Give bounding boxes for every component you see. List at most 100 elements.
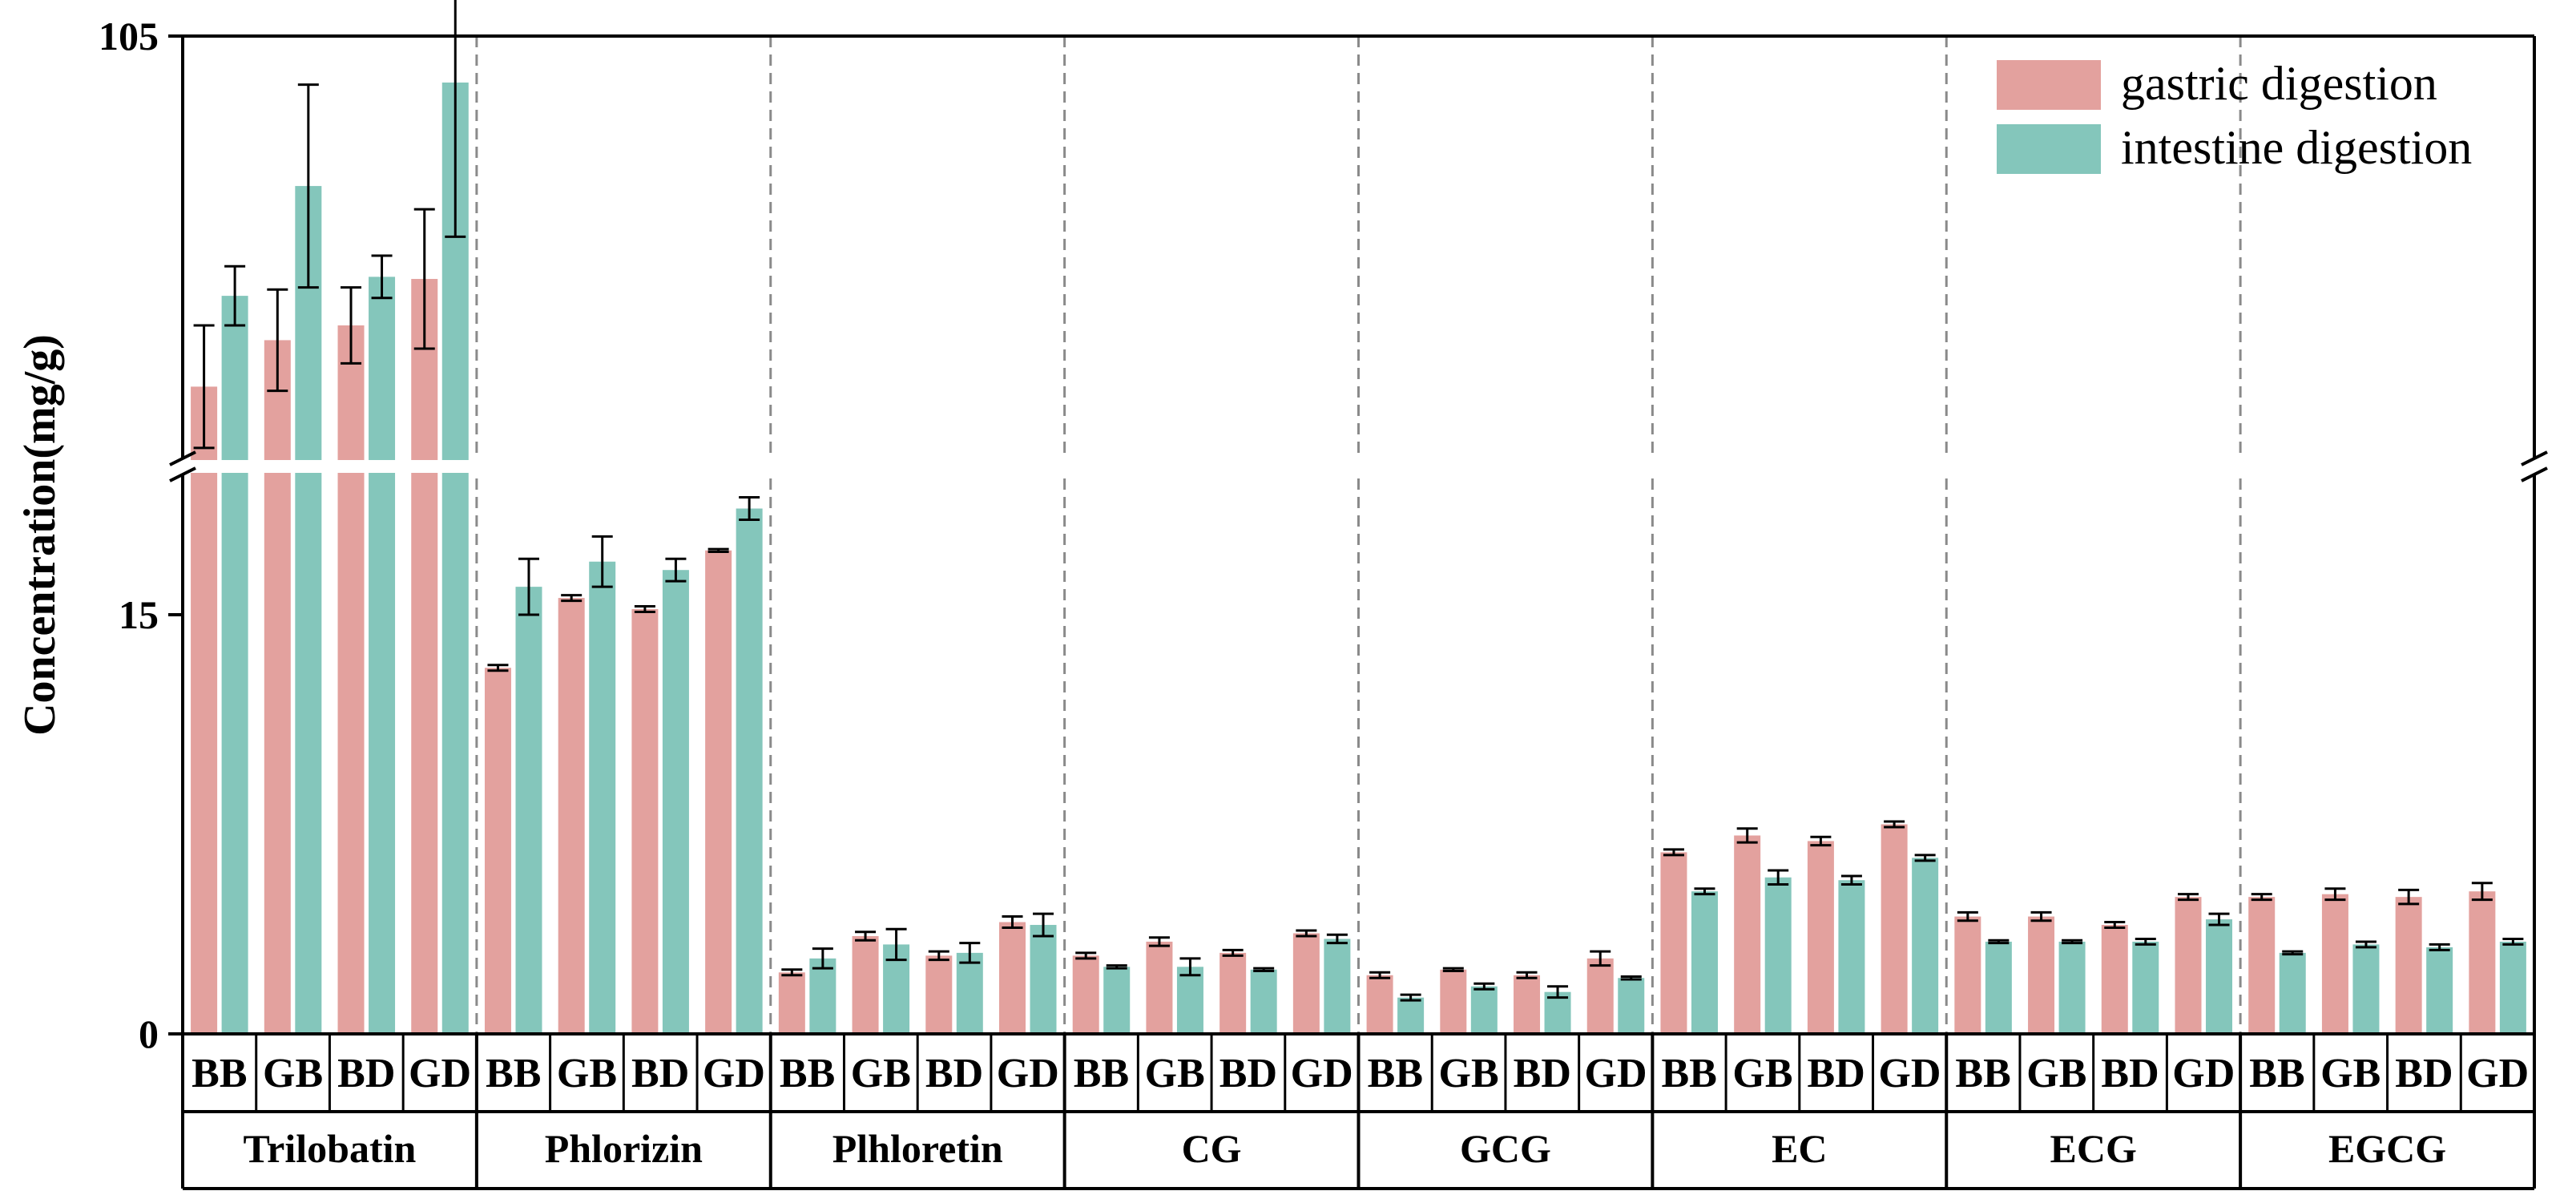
error-bar — [665, 557, 687, 583]
error-bar — [1106, 964, 1127, 970]
group-separators — [475, 36, 2242, 1034]
error-bar — [634, 605, 655, 614]
bar-intestine — [2426, 947, 2453, 1034]
error-bar — [267, 288, 288, 393]
error-bar — [2251, 893, 2272, 902]
error-bar — [2104, 921, 2126, 930]
bar-gastric — [1660, 852, 1687, 1034]
bar-intestine — [1691, 891, 1718, 1034]
bar-gastric — [2101, 925, 2128, 1034]
x-group-label: EGCG — [2328, 1126, 2446, 1171]
error-bar — [2135, 937, 2156, 946]
x-group-label: EC — [1772, 1126, 1827, 1171]
error-bar — [781, 968, 803, 977]
y-tick-label: 0 — [139, 1011, 159, 1056]
legend-swatch — [1997, 60, 2101, 110]
x-category-label: BB — [1955, 1051, 2010, 1096]
bar-intestine — [441, 82, 469, 1035]
x-category-label: BD — [2101, 1051, 2159, 1096]
bar-gastric — [925, 955, 953, 1034]
bar-gastric — [1146, 941, 1173, 1034]
error-bar — [707, 547, 729, 554]
bar-gastric — [1219, 952, 1247, 1034]
bar-intestine — [1470, 986, 1498, 1034]
error-bar — [1914, 854, 1936, 862]
bar-gastric — [1292, 933, 1320, 1034]
bar-gastric — [1366, 975, 1393, 1034]
bar-gastric — [705, 550, 732, 1034]
bar-gastric — [558, 598, 585, 1034]
x-category-label: BB — [486, 1051, 541, 1096]
error-bar — [371, 254, 393, 300]
bar-gastric — [2395, 897, 2422, 1034]
y-tick-label: 15 — [119, 592, 159, 637]
y-axis: 105 15 0 — [99, 14, 183, 1056]
bar-intestine — [2499, 941, 2526, 1034]
bar-gastric — [852, 935, 879, 1034]
error-bar — [561, 594, 583, 603]
x-category-label: BD — [1808, 1051, 1865, 1096]
x-group-label: Plhloretin — [832, 1126, 1003, 1171]
axis-break-gap — [178, 460, 2539, 473]
bar-intestine — [1324, 939, 1351, 1034]
bar-gastric — [1440, 969, 1467, 1034]
error-bar — [1516, 971, 1538, 979]
error-bar — [2208, 912, 2230, 926]
error-bar — [928, 950, 949, 962]
x-category-label: GD — [703, 1051, 765, 1096]
bar-intestine — [1030, 925, 1057, 1034]
bar-intestine — [1838, 880, 1865, 1034]
x-category-label: GB — [1732, 1051, 1792, 1096]
error-bar — [413, 208, 435, 350]
legend-item: intestine digestion — [1997, 121, 2472, 174]
x-category-label: GB — [263, 1051, 323, 1096]
error-bar — [1988, 939, 2010, 945]
error-bar — [1326, 933, 1348, 945]
y-axis-title: Concentration(mg/g) — [15, 334, 65, 736]
legend-label: gastric digestion — [2121, 57, 2437, 110]
x-category-label: BB — [191, 1051, 247, 1096]
bar-intestine — [2206, 919, 2233, 1034]
bar-gastric — [1586, 958, 1614, 1034]
error-bar — [224, 264, 246, 327]
bar-gastric — [998, 922, 1026, 1034]
error-bar — [812, 947, 833, 970]
x-category-label: GB — [557, 1051, 617, 1096]
bar-gastric — [337, 325, 365, 1034]
error-bar — [885, 927, 907, 962]
bar-gastric — [2469, 891, 2496, 1034]
bar-intestine — [2352, 944, 2380, 1034]
bar-intestine — [221, 296, 248, 1035]
error-bar — [1296, 929, 1317, 938]
x-category-label: GB — [1439, 1051, 1499, 1096]
x-category-label: GB — [1145, 1051, 1205, 1096]
error-bar — [2062, 939, 2083, 945]
legend-item: gastric digestion — [1997, 57, 2437, 110]
error-bar — [1253, 967, 1275, 973]
error-bar — [1810, 835, 1832, 847]
x-category-label: BB — [1662, 1051, 1717, 1096]
bar-intestine — [515, 587, 542, 1034]
error-bar — [1148, 936, 1170, 947]
x-category-label: GD — [409, 1051, 471, 1096]
error-bar — [855, 931, 877, 942]
bar-layer — [191, 82, 2526, 1035]
error-bar — [1736, 827, 1758, 844]
x-category-label: BB — [1368, 1051, 1423, 1096]
error-bar — [193, 324, 215, 450]
x-category-label: GB — [851, 1051, 911, 1096]
x-category-label: GB — [2026, 1051, 2086, 1096]
bar-gastric — [2248, 897, 2276, 1034]
error-bar — [1442, 967, 1464, 973]
bar-gastric — [1734, 835, 1761, 1034]
bar-intestine — [369, 277, 396, 1034]
bar-intestine — [1397, 997, 1425, 1034]
x-category-label: BD — [925, 1051, 983, 1096]
bar-intestine — [2058, 941, 2086, 1034]
error-bar — [1002, 915, 1023, 930]
x-category-label: GD — [1291, 1051, 1353, 1096]
x-category-label: BB — [2249, 1051, 2304, 1096]
bar-gastric — [1072, 955, 1099, 1034]
error-bar — [445, 0, 466, 238]
